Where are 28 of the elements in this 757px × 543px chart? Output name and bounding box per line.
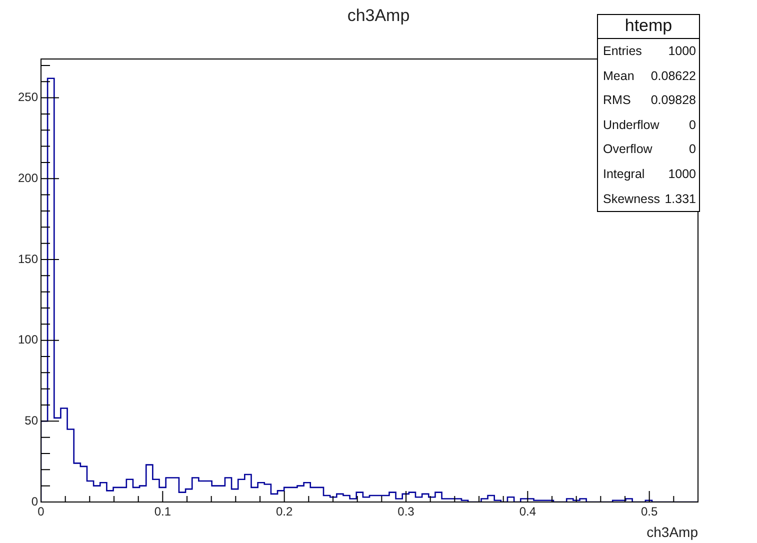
annotation: Overflow	[603, 141, 652, 158]
annotation: 0.09828	[650, 92, 696, 110]
y-tick-label: 0	[31, 494, 38, 508]
y-tick-label: 250	[18, 90, 38, 104]
y-tick-label: 150	[18, 252, 38, 266]
x-tick-label: 0.3	[398, 504, 415, 519]
annotation: 0	[689, 116, 696, 134]
y-tick-label: 200	[18, 170, 38, 185]
annotation: Underflow	[603, 116, 660, 134]
y-tick-label: 50	[24, 413, 38, 428]
x-tick-label: 0.1	[154, 504, 172, 519]
annotation: Integral	[603, 166, 645, 183]
annotation: 1000	[668, 166, 696, 183]
annotation: RMS	[603, 92, 631, 110]
annotation: 1.331	[664, 190, 696, 208]
x-tick-label: 0.2	[276, 504, 293, 519]
text: 1000	[668, 43, 696, 60]
annotation: 0.08622	[650, 68, 696, 85]
x-axis-title: ch3Amp	[646, 524, 698, 540]
y-tick-label: 100	[18, 332, 38, 347]
x-tick-label: 0.5	[640, 504, 658, 519]
chart-title: ch3Amp	[347, 6, 410, 25]
annotation: 0	[689, 141, 696, 158]
x-tick-label: 0.4	[519, 504, 536, 519]
annotation: Mean	[603, 68, 634, 85]
text: htemp	[598, 15, 699, 39]
text: Entries	[603, 43, 642, 60]
annotation: Skewness	[603, 190, 660, 208]
